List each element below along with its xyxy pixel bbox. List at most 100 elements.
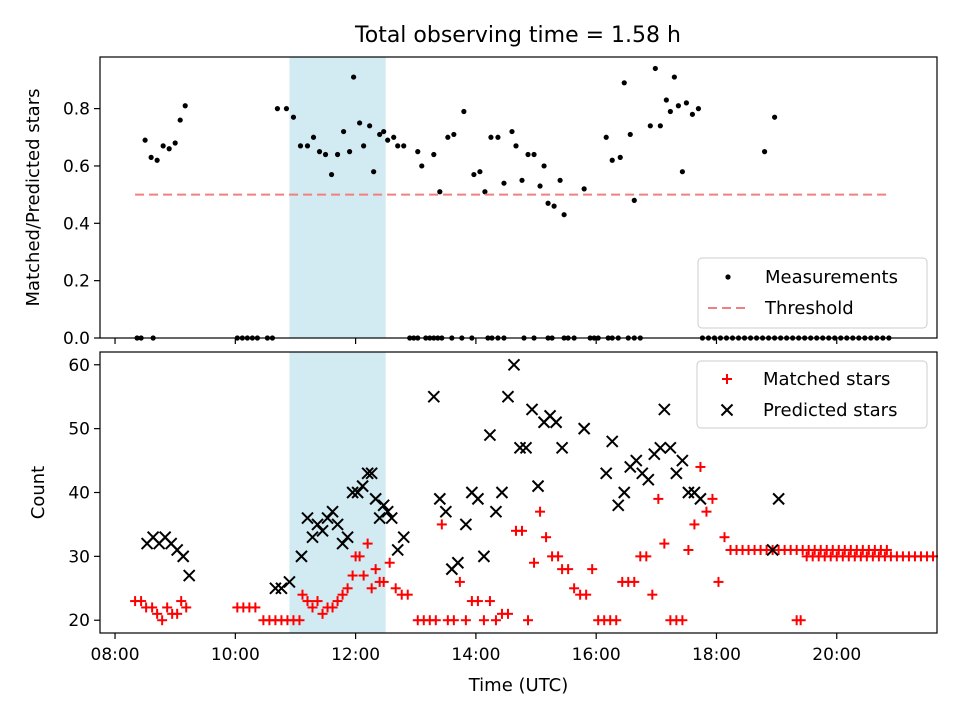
measurement-point	[545, 200, 551, 206]
cross-b	[477, 550, 491, 563]
matched-star-point	[517, 525, 528, 536]
cross-b	[377, 499, 390, 512]
matched-star-point	[707, 493, 718, 504]
measurement-point	[401, 143, 407, 149]
cross-b	[397, 530, 410, 544]
measurement-point	[537, 183, 543, 189]
measurement-point	[166, 146, 172, 152]
matched-star-point	[460, 615, 471, 626]
matched-star-point	[695, 461, 706, 472]
measurement-point	[142, 137, 148, 143]
legend-frame	[696, 360, 928, 429]
predicted-star-point	[676, 454, 689, 467]
predicted-star-point	[391, 543, 404, 557]
measurement-point	[689, 111, 696, 117]
measurement-point	[322, 151, 329, 158]
cross-b	[283, 575, 296, 589]
predicted-star-point	[433, 492, 447, 506]
chart-title: Total observing time = 1.58 h	[354, 23, 681, 48]
cross-b	[489, 505, 503, 518]
cross-b	[549, 416, 563, 429]
measurement-point	[663, 97, 669, 103]
measurement-point	[357, 120, 363, 126]
cross-b	[311, 518, 324, 531]
predicted-star-point	[361, 467, 374, 480]
measurement-point	[148, 154, 154, 160]
cross-b	[519, 441, 533, 455]
x-tick-label: 14:00	[451, 645, 500, 665]
predicted-star-point	[176, 550, 190, 563]
predicted-star-point	[459, 518, 473, 531]
cross-b	[772, 492, 785, 506]
measurement-point	[513, 143, 519, 149]
cross-b	[471, 492, 485, 506]
cross-b	[636, 467, 649, 480]
cross-b	[612, 499, 625, 512]
predicted-star-point	[654, 441, 667, 455]
legend-matched-label: Matched stars	[763, 369, 890, 390]
matched-star-point	[378, 576, 389, 587]
matched-star-point	[317, 608, 328, 619]
measurement-point	[679, 169, 685, 175]
matched-star-point	[332, 596, 343, 607]
bottom-highlight-span	[289, 352, 386, 633]
cross-b	[439, 505, 453, 518]
matched-star-point	[641, 551, 652, 562]
predicted-star-point	[365, 467, 378, 480]
measurement-point	[488, 134, 494, 140]
matched-star-point	[677, 615, 688, 626]
legend-measurement-label: Measurements	[765, 267, 898, 288]
matched-star-point	[927, 551, 938, 562]
measurement-point	[172, 140, 178, 146]
cross-b	[507, 358, 521, 371]
measurement-point	[631, 197, 637, 203]
matched-star-point	[370, 564, 381, 575]
matched-star-point	[581, 589, 592, 600]
matched-star-point	[354, 551, 365, 562]
top-legend: Measurements Threshold	[697, 257, 928, 329]
predicted-star-point	[306, 530, 319, 544]
top-axes-frame	[99, 56, 938, 339]
matched-star-point	[297, 589, 308, 600]
y-tick-label: 30	[68, 547, 90, 567]
x-tick-label: 10:00	[211, 645, 260, 665]
matched-star-point	[719, 532, 730, 543]
cross-b	[158, 530, 172, 544]
predicted-star-point	[531, 479, 545, 493]
measurement-point	[609, 157, 615, 163]
predicted-star-point	[664, 441, 677, 455]
matched-star-point	[502, 608, 513, 619]
matched-star-point	[366, 583, 377, 594]
cross-b	[433, 492, 447, 506]
matched-star-point	[478, 615, 489, 626]
cross-b	[654, 441, 667, 455]
x-tick-label: 12:00	[331, 645, 380, 665]
cross-b	[525, 403, 539, 416]
x-tick-label: 08:00	[91, 645, 140, 665]
measurement-point	[160, 143, 166, 149]
measurement-point	[581, 186, 587, 192]
matched-star-point	[448, 615, 459, 626]
cross-b	[483, 428, 497, 442]
predicted-star-point	[301, 511, 314, 525]
predicted-star-point	[341, 530, 354, 544]
matched-star-point	[152, 608, 163, 619]
cross-b	[346, 486, 359, 499]
measurement-point	[437, 189, 443, 195]
top-highlight-span	[289, 57, 386, 338]
cross-b	[642, 473, 655, 486]
matched-star-point	[327, 602, 338, 613]
predicted-star-point	[682, 486, 695, 499]
measurement-point	[310, 134, 317, 140]
x-tick-label: 20:00	[812, 645, 861, 665]
matched-star-point	[713, 576, 724, 587]
measurement-point	[501, 180, 507, 186]
matched-star-point	[683, 544, 694, 555]
predicted-star-point	[600, 467, 613, 480]
measurement-point	[561, 212, 567, 218]
cross-b	[501, 390, 515, 403]
matched-star-point	[181, 602, 192, 613]
matched-star-point	[312, 596, 323, 607]
cross-b	[373, 511, 386, 525]
predicted-star-point	[451, 556, 465, 569]
